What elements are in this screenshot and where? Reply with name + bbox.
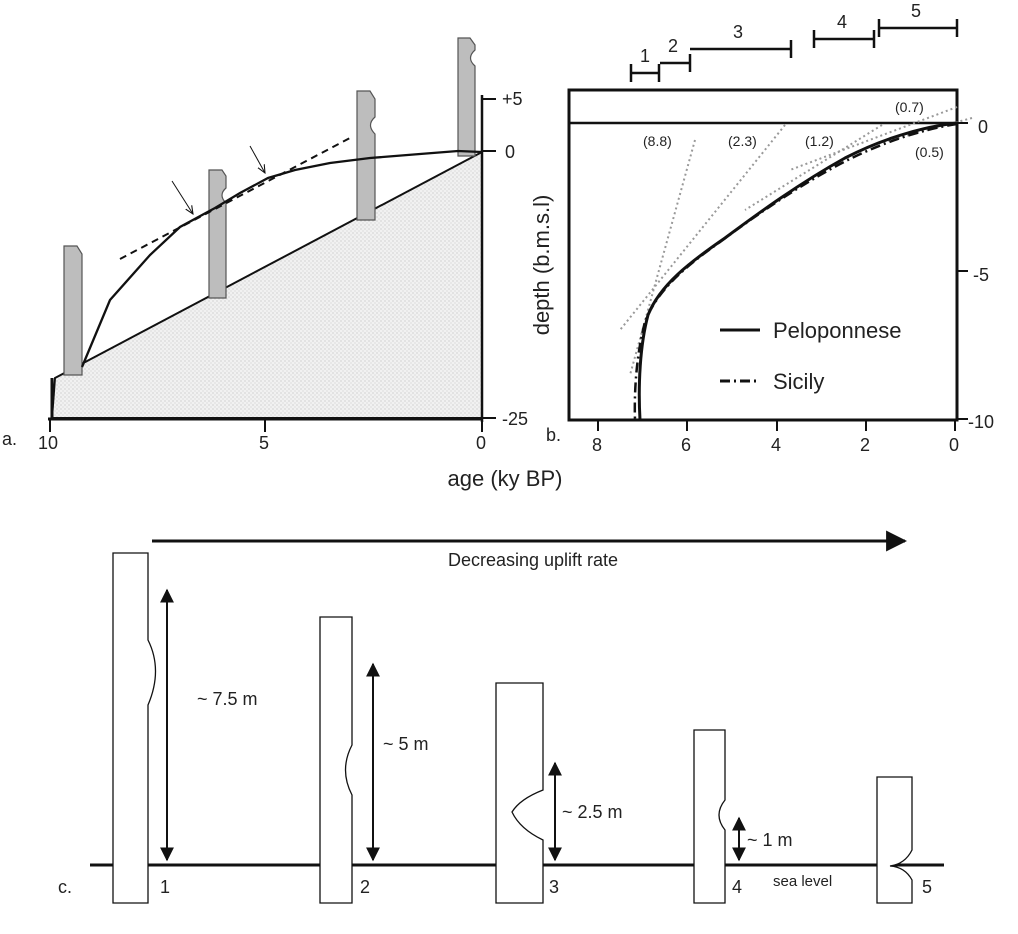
panel-a-xlabel-5: 5 xyxy=(259,433,269,453)
arrow-marker-2 xyxy=(249,145,265,173)
cliff-column-2 xyxy=(208,169,227,299)
height-label-1: ~ 7.5 m xyxy=(197,689,258,709)
arrow-marker-1 xyxy=(171,180,193,214)
panel-a-xlabel-0: 0 xyxy=(476,433,486,453)
panel-b-letter: b. xyxy=(546,425,561,445)
panel-b-xlabel-0: 0 xyxy=(949,435,959,455)
notch-column-3: ~ 2.5 m 3 xyxy=(495,682,623,904)
interval-label-4: 4 xyxy=(837,12,847,32)
panel-b: 1 2 3 4 5 (8.8) (2.3) (1.2) xyxy=(529,1,994,455)
rate-label-1: (8.8) xyxy=(643,133,672,149)
panel-b-xlabel-6: 6 xyxy=(681,435,691,455)
cliff-column-3 xyxy=(356,90,376,221)
height-label-2: ~ 5 m xyxy=(383,734,429,754)
panel-a-ylabel-zero: 0 xyxy=(505,142,515,162)
rate-label-4: (0.7) xyxy=(895,99,924,115)
cliff-column-4 xyxy=(457,37,476,157)
cliff-column-1 xyxy=(63,245,83,376)
interval-label-1: 1 xyxy=(640,46,650,66)
notch-column-2: ~ 5 m 2 xyxy=(319,616,429,904)
panel-a: a. +5 0 -25 10 5 0 xyxy=(2,37,528,453)
rate-label-2: (2.3) xyxy=(728,133,757,149)
panel-b-xlabel-4: 4 xyxy=(771,435,781,455)
rate-line-3 xyxy=(744,124,883,211)
panel-c-letter: c. xyxy=(58,877,72,897)
notch-number-5: 5 xyxy=(922,877,932,897)
sicily-curve xyxy=(633,122,958,421)
panel-b-ylabel-minus5: -5 xyxy=(973,265,989,285)
height-label-4: ~ 1 m xyxy=(747,830,793,850)
notch-number-4: 4 xyxy=(732,877,742,897)
panel-a-xlabel-10: 10 xyxy=(38,433,58,453)
panel-c: Decreasing uplift rate sea level c. ~ 7.… xyxy=(58,530,944,904)
legend-peloponnese: Peloponnese xyxy=(773,318,901,343)
legend-sicily: Sicily xyxy=(773,369,824,394)
notch-number-3: 3 xyxy=(549,877,559,897)
notch-number-2: 2 xyxy=(360,877,370,897)
interval-bars xyxy=(629,19,959,82)
panel-b-ylabel-zero: 0 xyxy=(978,117,988,137)
rate-label-3: (1.2) xyxy=(805,133,834,149)
rate-line-2 xyxy=(619,124,786,331)
panel-b-frame xyxy=(567,88,959,422)
sea-level-label: sea level xyxy=(773,873,832,890)
interval-label-5: 5 xyxy=(911,1,921,21)
tangent-line xyxy=(119,137,351,260)
panel-a-letter: a. xyxy=(2,429,17,449)
interval-label-3: 3 xyxy=(733,22,743,42)
interval-label-2: 2 xyxy=(668,36,678,56)
rate-label-5: (0.5) xyxy=(915,144,944,160)
notch-number-1: 1 xyxy=(160,877,170,897)
uplift-rate-label: Decreasing uplift rate xyxy=(448,550,618,570)
rate-line-1 xyxy=(629,139,696,376)
panel-b-y-title: depth (b.m.s.l) xyxy=(529,195,554,336)
shared-x-title: age (ky BP) xyxy=(448,466,563,491)
notch-column-5: 5 xyxy=(876,776,932,904)
height-label-3: ~ 2.5 m xyxy=(562,802,623,822)
notch-column-1: ~ 7.5 m 1 xyxy=(112,552,258,904)
panel-b-xlabel-8: 8 xyxy=(592,435,602,455)
bedrock-ramp xyxy=(50,150,483,419)
panel-b-ylabel-minus10: -10 xyxy=(968,412,994,432)
panel-a-ylabel-plus5: +5 xyxy=(502,89,523,109)
panel-b-xlabel-2: 2 xyxy=(860,435,870,455)
sea-level-curve xyxy=(80,149,483,368)
notch-column-4: ~ 1 m 4 xyxy=(693,729,793,904)
panel-a-ylabel-minus25: -25 xyxy=(502,409,528,429)
